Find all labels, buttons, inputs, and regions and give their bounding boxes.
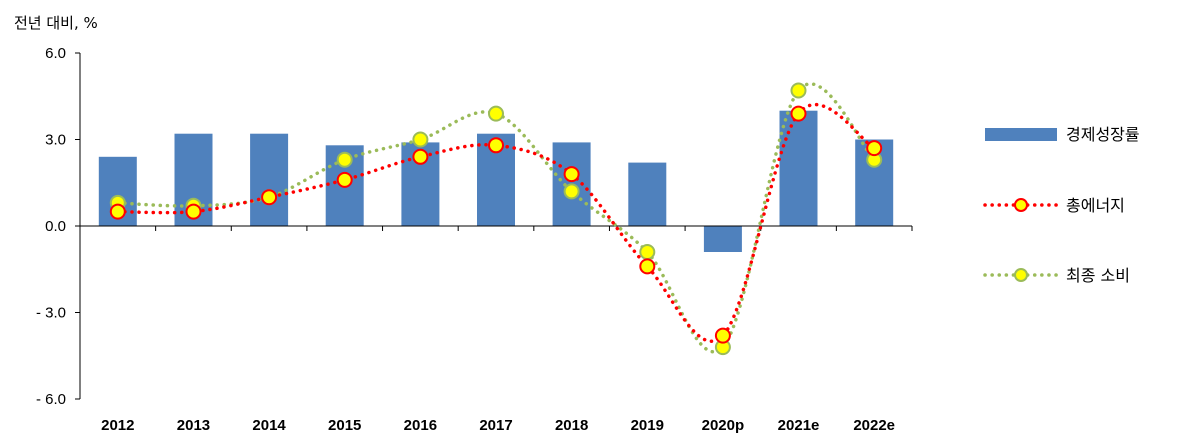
x-tick-label: 2018 (555, 417, 588, 434)
legend-marker-line-1 (1014, 198, 1028, 212)
marker-total-energy-2020p (714, 327, 731, 344)
marker-total-energy-2019 (639, 258, 656, 275)
series-line-total-energy (116, 103, 876, 343)
lines-layer (109, 82, 883, 356)
series-line-final-consumption (116, 82, 876, 354)
marker-total-energy-2022e (866, 140, 883, 157)
marker-final-consumption-2016 (412, 131, 429, 148)
x-tick-label: 2019 (631, 417, 664, 434)
legend-marker-line-2 (1014, 268, 1028, 282)
marker-total-energy-2021e (790, 105, 807, 122)
marker-total-energy-2014 (261, 189, 278, 206)
legend-label-bar: 경제성장률 (1066, 125, 1140, 144)
x-tick-label: 2012 (101, 417, 134, 434)
y-tick-label: - 6.0 (36, 391, 66, 408)
bars-layer (98, 110, 894, 252)
axes-layer: 6.0 3.0 0.0 - 3.0 - 6.0 2012 2013 2014 2015 2016 2… (36, 45, 913, 434)
y-tick-label: - 3.0 (36, 305, 66, 322)
marker-total-energy-2013 (185, 203, 202, 220)
bar-2021e (779, 110, 818, 226)
x-tick-label: 2021e (778, 417, 820, 434)
x-tick-label: 2016 (404, 417, 437, 434)
marker-final-consumption-2015 (336, 151, 353, 168)
marker-final-consumption-2017 (488, 105, 504, 122)
marker-final-consumption-2019 (639, 244, 656, 260)
y-tick-label: 0.0 (45, 218, 66, 235)
marker-total-energy-2012 (109, 203, 126, 220)
marker-total-energy-2017 (488, 137, 504, 154)
marker-final-consumption-2021e (790, 82, 807, 99)
legend-swatch-bar (985, 128, 1057, 141)
y-tick-label: 3.0 (45, 132, 66, 149)
marker-total-energy-2016 (412, 148, 429, 165)
bar-2020p (703, 226, 742, 252)
x-tick-label: 2022e (853, 417, 895, 434)
marker-total-energy-2018 (563, 166, 580, 183)
x-tick-label: 2014 (252, 417, 286, 434)
unit-label: 전년 대비, % (14, 14, 98, 32)
legend-label-line-1: 총에너지 (1066, 196, 1125, 215)
x-tick-label: 2017 (479, 417, 512, 434)
legend: 경제성장률 총에너지 최종 소비 (983, 125, 1140, 285)
x-tick-label: 2013 (177, 417, 210, 434)
marker-final-consumption-2018 (563, 183, 580, 200)
legend-label-line-2: 최종 소비 (1066, 266, 1130, 285)
marker-total-energy-2015 (336, 171, 353, 188)
bar-2019 (628, 162, 667, 226)
x-tick-label: 2015 (328, 417, 361, 434)
y-tick-label: 6.0 (45, 45, 66, 62)
bar-2014 (250, 133, 289, 226)
x-tick-label: 2020p (702, 417, 745, 434)
